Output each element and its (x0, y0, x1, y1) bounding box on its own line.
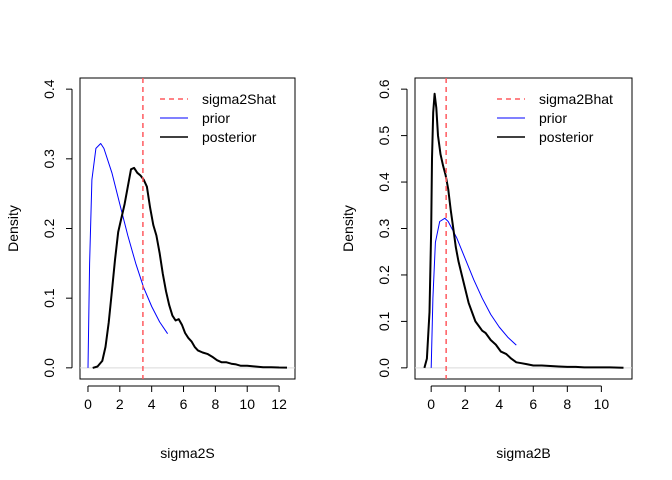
x-axis-title: sigma2B (496, 445, 550, 461)
y-tick-label: 0.3 (376, 219, 392, 239)
y-tick-label: 0.3 (41, 149, 57, 169)
x-tick-label: 6 (180, 396, 188, 412)
legend-label-prior: prior (202, 110, 230, 126)
x-tick-label: 0 (427, 396, 435, 412)
y-axis-title: Density (5, 205, 21, 252)
density-panel-sigma2S: 0 2 4 6 8 10 12 0.0 0.1 0.2 0.3 0.4 sigma2S Density si… (5, 77, 296, 461)
x-axis-title: sigma2S (160, 445, 214, 461)
x-tick-label: 2 (461, 396, 469, 412)
density-panel-sigma2B: 0 2 4 6 8 10 0.0 0.1 0.2 0.3 0.4 0.5 0.6 sigma2B Densi… (340, 77, 633, 461)
y-tick-label: 0.4 (41, 79, 57, 99)
y-tick-label: 0.1 (41, 288, 57, 308)
y-tick-label: 0.5 (376, 126, 392, 146)
x-tick-label: 4 (148, 396, 156, 412)
y-tick-label: 0.6 (376, 79, 392, 99)
plot-frame (79, 77, 296, 380)
x-tick-label: 8 (211, 396, 219, 412)
series-line-posterior (423, 92, 624, 369)
x-tick-label: 0 (84, 396, 92, 412)
y-tick-label: 0.2 (41, 219, 57, 239)
y-tick-label: 0.0 (41, 358, 57, 378)
y-tick-label: 0.0 (376, 358, 392, 378)
x-tick-label: 10 (239, 396, 255, 412)
y-tick-label: 0.4 (376, 172, 392, 192)
legend-label-posterior: posterior (539, 129, 594, 145)
plot-frame (414, 77, 633, 380)
legend-label-posterior: posterior (202, 129, 257, 145)
x-tick-label: 6 (529, 396, 537, 412)
x-tick-label: 2 (116, 396, 124, 412)
legend-label-sigma2Shat: sigma2Shat (202, 91, 276, 107)
y-tick-label: 0.2 (376, 265, 392, 285)
series-line-prior (430, 217, 517, 368)
legend-label-prior: prior (539, 110, 567, 126)
y-tick-label: 0.1 (376, 311, 392, 331)
x-tick-label: 12 (271, 396, 287, 412)
x-tick-label: 8 (563, 396, 571, 412)
y-axis-title: Density (340, 205, 356, 252)
x-tick-label: 4 (495, 396, 503, 412)
legend-label-sigma2Bhat: sigma2Bhat (539, 91, 613, 107)
series-line-prior (87, 143, 169, 368)
series-line-posterior (92, 166, 288, 369)
x-tick-label: 10 (594, 396, 610, 412)
